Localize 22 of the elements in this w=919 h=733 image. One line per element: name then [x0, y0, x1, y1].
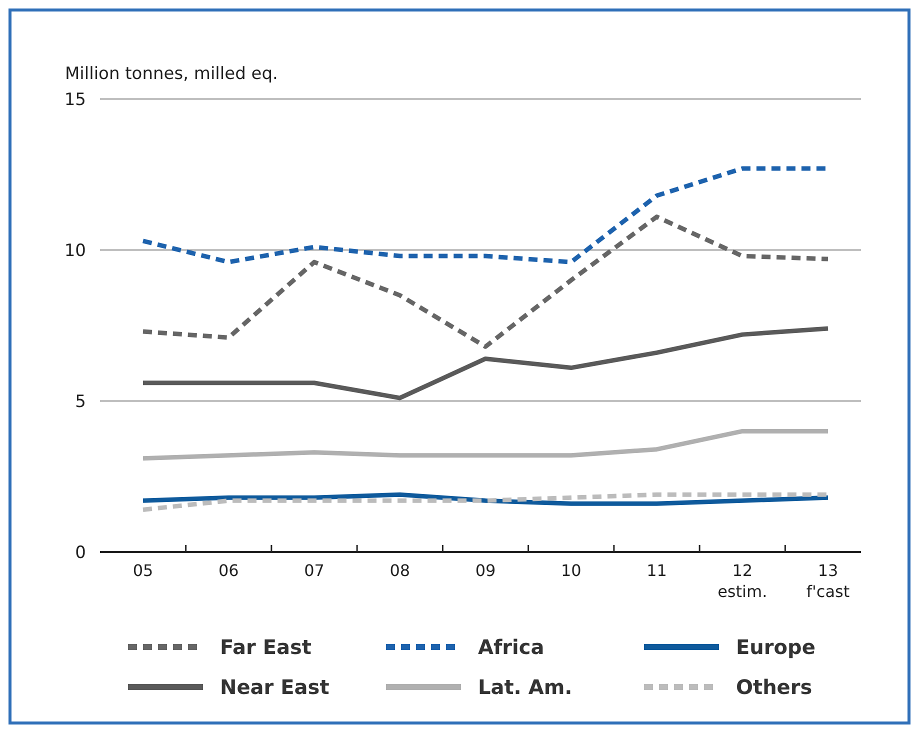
line-series — [140, 214, 830, 349]
x-tick-label: 12 estim. — [718, 561, 768, 601]
legend-label: Others — [736, 675, 812, 699]
y-tick-label: 10 — [64, 240, 86, 261]
x-tick-label: 13 f'cast — [806, 561, 850, 601]
legend-label: Far East — [220, 635, 312, 659]
x-tick-label: 09 — [475, 561, 496, 580]
legend-label: Near East — [220, 675, 330, 699]
x-tick-label: 10 — [560, 561, 582, 580]
legend-label: Lat. Am. — [478, 675, 572, 699]
y-tick-label: 5 — [75, 392, 86, 412]
x-tick-label: 08 — [390, 561, 410, 580]
x-tick-label: 05 — [132, 561, 154, 580]
y-axis-title: Million tonnes, milled eq. — [65, 64, 278, 84]
line-series — [140, 492, 830, 506]
x-tick-label: 06 — [218, 561, 239, 580]
legend-label: Africa — [478, 635, 544, 659]
legend-label: Europe — [736, 635, 816, 659]
y-tick-label: 0 — [75, 542, 86, 563]
y-tick-label: 15 — [64, 90, 86, 110]
x-tick-label: 11 — [646, 561, 667, 580]
x-tick-label: 07 — [304, 561, 324, 580]
